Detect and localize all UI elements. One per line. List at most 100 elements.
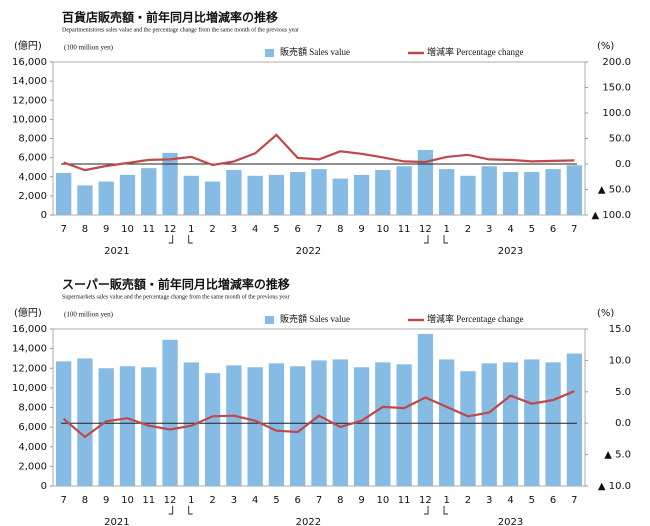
- bar: [98, 368, 114, 486]
- bar: [290, 171, 306, 215]
- year-label: 2023: [498, 517, 523, 526]
- y-tick-label: 8,000: [18, 403, 47, 414]
- y-tick-label: 8,000: [18, 134, 47, 145]
- y-axis-sublabel: (100 million yen): [64, 311, 114, 319]
- y2-tick-label: 200.0: [602, 57, 631, 68]
- year-separator: [168, 506, 193, 515]
- y-tick-label: 2,000: [18, 461, 47, 472]
- bar: [162, 152, 178, 215]
- bar: [141, 168, 157, 215]
- bar: [502, 171, 519, 215]
- y2-tick-label: 0.0: [615, 418, 631, 429]
- x-tick-label: 11: [398, 495, 411, 506]
- bar: [247, 175, 263, 215]
- bar: [311, 169, 327, 215]
- x-tick-label: 7: [571, 224, 577, 235]
- bar: [183, 175, 199, 215]
- x-tick-label: 12: [419, 224, 432, 235]
- x-tick-label: 11: [142, 495, 155, 506]
- y2-tick-label: ▲ 100.0: [592, 210, 632, 221]
- year-label: 2022: [296, 246, 321, 257]
- y-tick-label: 12,000: [12, 95, 47, 106]
- y2-axis-label: (%): [597, 308, 614, 319]
- bar: [545, 169, 561, 215]
- bar: [183, 362, 199, 486]
- y-axis-sublabel: (100 million yen): [64, 44, 114, 52]
- x-tick-label: 11: [398, 224, 411, 235]
- y-axis-label: (億円): [14, 306, 42, 319]
- legend-swatch: [265, 316, 274, 324]
- y-tick-label: 16,000: [12, 57, 47, 68]
- x-tick-label: 3: [231, 224, 237, 235]
- legend-swatch: [265, 49, 274, 57]
- x-tick-label: 9: [358, 495, 364, 506]
- y-tick-label: 12,000: [12, 363, 47, 374]
- x-tick-label: 2: [465, 224, 471, 235]
- x-tick-label: 2: [465, 495, 471, 506]
- bar: [396, 364, 412, 486]
- x-tick-label: 1: [188, 495, 194, 506]
- x-tick-label: 10: [121, 495, 134, 506]
- bar: [375, 170, 391, 215]
- bar: [268, 363, 285, 486]
- bar: [77, 358, 93, 486]
- y2-tick-label: 150.0: [602, 83, 631, 94]
- bar: [460, 371, 476, 486]
- x-tick-label: 8: [82, 495, 88, 506]
- x-tick-label: 10: [376, 495, 389, 506]
- x-tick-label: 5: [273, 495, 279, 506]
- y2-tick-label: ▲ 10.0: [598, 481, 631, 492]
- bar: [566, 165, 583, 215]
- year-separator: [424, 506, 449, 515]
- x-tick-label: 2: [209, 224, 215, 235]
- x-tick-label: 8: [82, 224, 88, 235]
- bar: [55, 172, 72, 215]
- x-tick-label: 4: [507, 224, 513, 235]
- bar: [545, 362, 561, 486]
- line: [63, 133, 575, 172]
- x-tick-label: 4: [252, 224, 258, 235]
- x-tick-label: 9: [103, 495, 109, 506]
- y2-tick-label: ▲ 50.0: [598, 185, 631, 196]
- bar: [502, 362, 519, 486]
- bar: [481, 166, 497, 215]
- bar: [353, 174, 370, 215]
- x-tick-label: 7: [316, 224, 322, 235]
- x-tick-label: 1: [443, 495, 449, 506]
- year-label: 2021: [104, 517, 129, 526]
- y-tick-label: 16,000: [12, 324, 47, 335]
- bar: [226, 365, 242, 486]
- y-tick-label: 0: [41, 210, 47, 221]
- x-tick-label: 12: [419, 495, 432, 506]
- bar: [481, 363, 497, 486]
- year-label: 2023: [498, 246, 523, 257]
- bar: [396, 166, 412, 215]
- y2-tick-label: 15.0: [609, 324, 631, 335]
- legend-label: 販売額 Sales value: [280, 46, 350, 57]
- x-tick-label: 4: [252, 495, 258, 506]
- x-tick-label: 7: [571, 495, 577, 506]
- x-tick-label: 3: [486, 224, 492, 235]
- bar: [247, 367, 263, 486]
- legend-label: 増減率 Percentage change: [427, 313, 523, 324]
- x-tick-label: 9: [358, 224, 364, 235]
- chart-subtitle: Supermarkets sales value and the percent…: [62, 293, 290, 300]
- bar: [332, 178, 348, 215]
- y2-tick-label: 10.0: [609, 355, 631, 366]
- bar: [162, 339, 178, 486]
- x-tick-label: 6: [295, 495, 301, 506]
- x-tick-label: 5: [529, 224, 535, 235]
- legend-label: 販売額 Sales value: [280, 313, 350, 324]
- x-tick-label: 7: [316, 495, 322, 506]
- bar: [375, 362, 391, 486]
- x-tick-label: 6: [550, 495, 556, 506]
- bar: [268, 174, 285, 215]
- year-separator: [168, 235, 193, 244]
- y2-axis-label: (%): [597, 41, 614, 52]
- y2-tick-label: ▲ 5.0: [604, 450, 631, 461]
- y-tick-label: 14,000: [12, 344, 47, 355]
- y-tick-label: 0: [41, 481, 47, 492]
- bar: [353, 367, 370, 486]
- year-separator: [424, 235, 449, 244]
- y-tick-label: 6,000: [18, 422, 47, 433]
